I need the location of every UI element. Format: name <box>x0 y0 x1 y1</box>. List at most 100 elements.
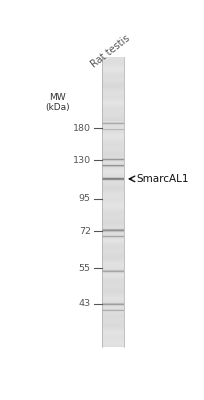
Bar <box>101 179 123 180</box>
Bar <box>101 314 123 315</box>
Bar <box>101 336 123 337</box>
Bar <box>101 279 123 280</box>
Bar <box>101 285 123 286</box>
Bar <box>101 197 123 198</box>
Bar <box>101 185 123 186</box>
Bar <box>101 339 123 340</box>
Bar <box>101 294 123 295</box>
Bar <box>101 64 123 65</box>
Bar <box>101 258 123 259</box>
Bar <box>101 235 123 236</box>
Bar <box>101 60 123 61</box>
Bar <box>101 90 123 91</box>
Bar <box>101 300 123 302</box>
Bar <box>101 308 123 309</box>
Text: 95: 95 <box>78 194 90 204</box>
Bar <box>101 173 123 174</box>
Bar <box>101 137 123 138</box>
Bar <box>101 266 123 267</box>
Bar <box>101 312 123 313</box>
Bar <box>101 160 123 162</box>
Bar <box>101 93 123 94</box>
Bar <box>101 63 123 64</box>
Bar <box>101 255 123 256</box>
Bar <box>101 182 123 183</box>
Bar <box>101 213 123 214</box>
Bar <box>101 164 123 165</box>
Bar <box>101 305 123 306</box>
Bar <box>101 225 123 226</box>
Bar <box>101 216 123 218</box>
Bar <box>101 237 123 238</box>
Bar <box>101 260 123 261</box>
Bar <box>101 319 123 320</box>
Bar <box>101 186 123 188</box>
Bar <box>101 232 123 233</box>
Bar <box>101 165 123 166</box>
Bar <box>101 118 123 119</box>
Bar <box>101 81 123 82</box>
Bar <box>101 310 123 311</box>
Bar <box>101 136 123 137</box>
Bar <box>101 304 123 305</box>
Bar <box>101 84 123 85</box>
Bar <box>101 231 123 232</box>
Bar <box>101 177 123 178</box>
Bar <box>101 57 123 58</box>
Bar <box>101 309 123 310</box>
Bar <box>101 94 123 95</box>
Bar <box>101 122 123 123</box>
Bar <box>101 207 123 208</box>
Bar <box>101 152 123 153</box>
Bar <box>101 316 123 317</box>
Bar <box>101 282 123 283</box>
Bar <box>101 246 123 247</box>
Bar <box>101 303 123 304</box>
Bar <box>101 87 123 88</box>
Bar <box>101 120 123 121</box>
Bar <box>101 111 123 112</box>
Bar <box>101 218 123 219</box>
Bar <box>101 76 123 78</box>
Bar <box>101 190 123 191</box>
Bar <box>101 158 123 160</box>
Bar <box>101 143 123 144</box>
Bar <box>101 265 123 266</box>
Bar <box>101 211 123 212</box>
Bar <box>101 92 123 93</box>
Bar <box>101 162 123 163</box>
Bar <box>101 240 123 241</box>
Bar <box>101 212 123 213</box>
Bar <box>101 205 123 206</box>
Bar <box>101 169 123 170</box>
Bar <box>101 242 123 244</box>
Bar <box>101 307 123 308</box>
Bar <box>101 108 123 109</box>
Bar <box>101 116 123 117</box>
Bar <box>101 80 123 81</box>
Bar <box>101 220 123 221</box>
Bar <box>101 342 123 343</box>
Text: 72: 72 <box>78 227 90 236</box>
Bar <box>101 104 123 106</box>
Text: 43: 43 <box>78 299 90 308</box>
Bar <box>101 326 123 328</box>
Bar <box>101 313 123 314</box>
Bar <box>101 82 123 83</box>
Text: Rat testis: Rat testis <box>89 34 131 70</box>
Bar <box>101 96 123 97</box>
Bar <box>101 306 123 307</box>
Bar <box>101 153 123 154</box>
Bar <box>101 109 123 110</box>
Bar <box>101 188 123 190</box>
Bar <box>101 78 123 80</box>
Bar <box>101 70 123 71</box>
Bar <box>101 224 123 225</box>
Bar <box>101 61 123 62</box>
Bar <box>101 62 123 63</box>
Bar <box>101 233 123 234</box>
Bar <box>101 234 123 235</box>
Bar <box>101 335 123 336</box>
Bar <box>101 252 123 253</box>
Bar <box>101 323 123 324</box>
